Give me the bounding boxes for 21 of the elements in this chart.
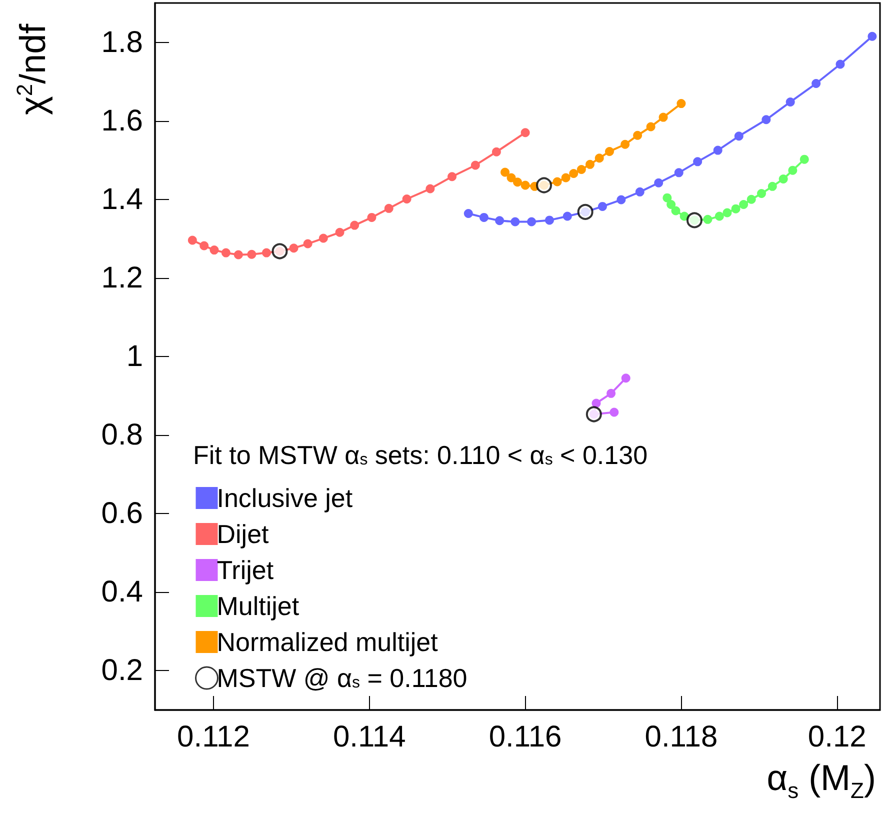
- x-tick-label: 0.118: [644, 720, 718, 754]
- y-tick-label: 1.6: [101, 104, 143, 138]
- y-tick-label: 1: [126, 340, 143, 373]
- y-tick-label: 0.6: [101, 497, 143, 530]
- y-tick-label: 0.4: [101, 576, 143, 609]
- x-tick-label: 0.116: [488, 720, 562, 754]
- legend-label: Dijet: [216, 519, 270, 549]
- y-tick-label: 0.8: [101, 418, 143, 452]
- x-tick-label: 0.114: [332, 720, 406, 754]
- legend-label: MSTW @ αs = 0.1180: [216, 663, 468, 693]
- y-tick-label: 0.2: [101, 654, 143, 688]
- y-tick-label: 1.8: [101, 26, 143, 59]
- legend-title: Fit to MSTW αs sets: 0.110 < αs < 0.130: [193, 440, 648, 470]
- legend-label: Inclusive jet: [216, 483, 354, 513]
- x-tick-label: 0.12: [808, 720, 866, 754]
- y-tick-label: 1.2: [101, 261, 143, 294]
- y-tick-label: 1.4: [101, 182, 143, 216]
- legend-label: Multijet: [216, 591, 300, 621]
- x-tick-label: 0.112: [177, 720, 250, 754]
- legend-label: Normalized multijet: [216, 627, 439, 657]
- x-axis-title: α$_{s}$ (M$_{Z}$): [766, 757, 876, 804]
